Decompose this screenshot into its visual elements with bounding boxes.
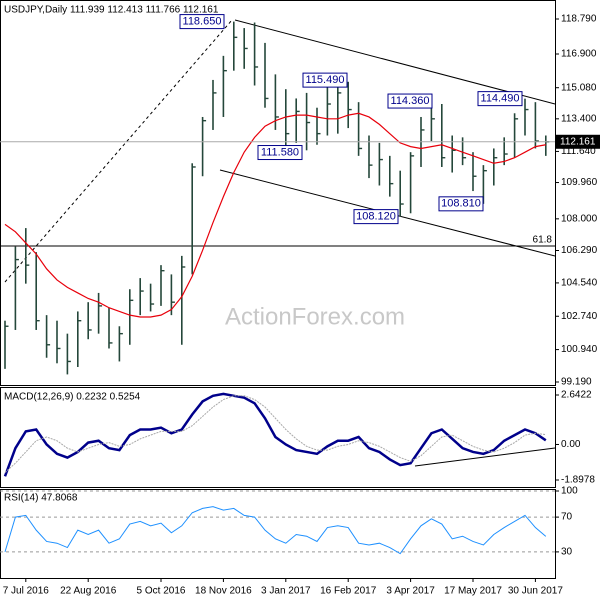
series-line — [3, 392, 547, 477]
annotation-box — [438, 196, 484, 212]
y-tick-label: 109.960 — [561, 177, 598, 188]
y-tick-label: 116.900 — [561, 49, 597, 60]
annotation-label: 108.810 — [441, 198, 481, 210]
x-tick-label: 17 May 2017 — [444, 586, 502, 597]
annotation-box — [387, 93, 433, 109]
annotation-label: 118.650 — [183, 16, 222, 28]
y-tick-label: 106.290 — [561, 245, 598, 256]
annotation-label: 108.120 — [356, 211, 396, 223]
y-tick-label: 100 — [561, 486, 578, 497]
y-tick-label: 113.400 — [561, 113, 597, 124]
y-tick-label: 70 — [561, 512, 573, 523]
watermark: ActionForex.com — [225, 303, 405, 330]
price-panel — [0, 0, 556, 386]
annotation-box — [353, 209, 399, 225]
y-tick-label: 102.740 — [561, 311, 598, 322]
y-tick-label: 0.00 — [561, 439, 581, 450]
macd-trend-line — [414, 447, 556, 467]
channel-line — [234, 19, 556, 105]
series-line — [4, 395, 546, 473]
moving-average — [4, 112, 546, 318]
annotation-label: 111.580 — [261, 146, 299, 158]
annotation-label: 114.490 — [481, 93, 520, 105]
last-price-box — [556, 134, 600, 149]
level-label: 61.8 — [533, 235, 553, 246]
y-tick-label: 30 — [561, 547, 573, 558]
price-title: USDJPY,Daily 111.939 112.413 111.766 112… — [4, 5, 219, 16]
y-tick-label: 100.940 — [561, 344, 598, 355]
x-tick-label: 3 Jan 2017 — [261, 586, 311, 597]
y-tick-label: 115.080 — [561, 82, 597, 93]
y-tick-label: 108.000 — [561, 213, 598, 224]
series-line — [4, 506, 547, 555]
annotation-box — [257, 145, 303, 161]
y-tick-label: 2.6422 — [561, 390, 592, 401]
macd-panel — [0, 387, 556, 488]
x-tick-label: 30 Jun 2017 — [508, 586, 563, 597]
x-tick-label: 3 Apr 2017 — [386, 586, 435, 597]
last-price-label: 112.161 — [560, 136, 596, 147]
annotation-label: 114.360 — [391, 95, 430, 107]
annotation-box — [179, 14, 225, 30]
x-tick-label: 5 Oct 2016 — [137, 586, 186, 597]
y-tick-label: -1.8978 — [561, 475, 595, 486]
macd-title: MACD(12,26,9) 0.2232 0.5254 — [4, 392, 141, 403]
y-tick-label: 104.540 — [561, 278, 598, 289]
y-tick-label: 111.640 — [561, 146, 596, 157]
annotation-label: 115.490 — [306, 74, 345, 86]
x-tick-label: 7 Jul 2016 — [3, 586, 50, 597]
y-tick-label: 118.790 — [561, 14, 597, 25]
annotation-box — [302, 72, 348, 88]
annotation-box — [477, 91, 523, 107]
x-tick-label: 16 Feb 2017 — [320, 586, 377, 597]
x-tick-label: 18 Nov 2016 — [195, 586, 252, 597]
x-tick-label: 22 Aug 2016 — [60, 586, 117, 597]
y-tick-label: 99.190 — [561, 377, 592, 388]
trend-line — [4, 19, 233, 283]
rsi-title: RSI(14) 47.8068 — [4, 493, 78, 504]
rsi-panel — [0, 489, 556, 579]
